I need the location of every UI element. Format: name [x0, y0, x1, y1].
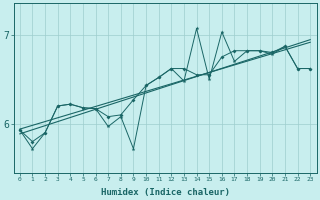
X-axis label: Humidex (Indice chaleur): Humidex (Indice chaleur) [100, 188, 229, 197]
